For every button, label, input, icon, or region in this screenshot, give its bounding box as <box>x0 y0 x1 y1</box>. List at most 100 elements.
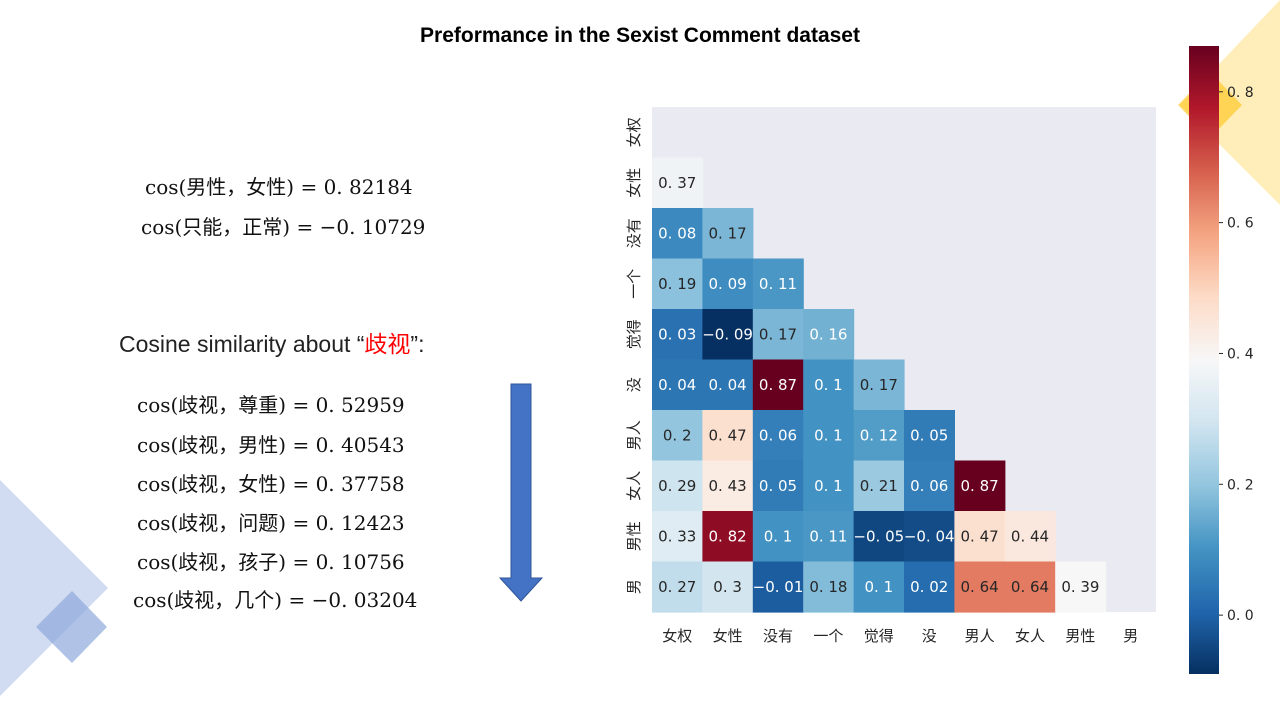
heatmap-cell-label: 0. 17 <box>759 325 797 343</box>
heatmap-cell-label: 0. 43 <box>709 477 747 495</box>
heatmap-cell-label: 0. 04 <box>658 376 696 394</box>
heatmap-cell-label: 0. 47 <box>709 426 747 444</box>
heatmap-cell-label: 0. 11 <box>809 527 847 545</box>
heatmap-cell-label: 0. 21 <box>860 477 898 495</box>
heatmap-cell-label: 0. 1 <box>814 376 843 394</box>
heatmap-cell-label: 0. 1 <box>814 426 843 444</box>
heatmap-cell-r4-c2 <box>752 309 804 361</box>
heatmap-cell-label: 0. 12 <box>860 426 898 444</box>
heatmap-cell-r5-c3 <box>803 359 855 411</box>
heatmap-cell-r7-c4 <box>853 460 905 512</box>
similarity-item: cos(歧视，女性) = 0. 37758 <box>137 472 405 496</box>
x-tick-label: 男 <box>1123 627 1138 645</box>
similarity-item: cos(歧视，问题) = 0. 12423 <box>137 511 405 535</box>
heatmap-cell-label: 0. 17 <box>709 224 747 242</box>
heatmap-cell-r9-c1 <box>702 561 754 613</box>
heatmap-cell-r8-c0 <box>652 511 703 563</box>
similarity-item: cos(歧视，尊重) = 0. 52959 <box>137 393 405 417</box>
heatmap-cell-r6-c3 <box>803 410 855 462</box>
heatmap-cell-r2-c1 <box>702 208 754 260</box>
heatmap-cell-r7-c3 <box>803 460 855 512</box>
similarity-item: cos(歧视，几个) = −0. 03204 <box>133 588 418 612</box>
heading-suffix: ”: <box>410 331 425 357</box>
heatmap-cell-label: 0. 37 <box>658 174 696 192</box>
heatmap-cell-label: 0. 16 <box>809 325 847 343</box>
heatmap-cell-r8-c2 <box>752 511 804 563</box>
heatmap-cell-r9-c5 <box>904 561 955 613</box>
heatmap-cell-label: 0. 09 <box>709 275 747 293</box>
heading-prefix: Cosine similarity about “ <box>119 331 365 357</box>
y-tick-label: 女人 <box>625 471 643 501</box>
heatmap-cell-label: 0. 19 <box>658 275 696 293</box>
similarity-item: cos(歧视，男性) = 0. 40543 <box>137 433 405 457</box>
heatmap-cell-label: 0. 1 <box>764 527 793 545</box>
heatmap-cell-r9-c2 <box>752 561 804 613</box>
x-tick-label: 男人 <box>965 627 995 645</box>
formula-top-1: cos(男性，女性) = 0. 82184 <box>145 175 413 199</box>
heatmap-cell-label: 0. 3 <box>713 578 742 596</box>
heatmap-cell-label: 0. 1 <box>864 578 893 596</box>
heatmap-chart: 0. 37 0. 08 0. 17 0. 19 0. 09 0. 11 0. 03 −0. 0… <box>625 46 1254 674</box>
y-tick-label: 没 <box>625 377 643 392</box>
heatmap-cell-label: 0. 04 <box>709 376 747 394</box>
heatmap-cell-label: 0. 06 <box>759 426 797 444</box>
heatmap-cell-r6-c5 <box>904 410 955 462</box>
heatmap-cell-r5-c1 <box>702 359 754 411</box>
heatmap-cell-r6-c4 <box>853 410 905 462</box>
colorbar <box>1189 46 1219 674</box>
heatmap-cell-label: 0. 02 <box>910 578 948 596</box>
heading-keyword: 歧视 <box>364 331 411 357</box>
down-arrow-icon <box>498 383 544 602</box>
heatmap-cell-r3-c0 <box>652 258 703 310</box>
y-tick-label: 一个 <box>625 269 643 299</box>
heatmap-cell-label: −0. 01 <box>753 578 804 596</box>
heatmap-cell-r6-c0 <box>652 410 703 462</box>
heatmap-cell-r4-c1 <box>702 309 754 361</box>
x-tick-label: 没 <box>922 627 937 645</box>
heatmap-cell-r5-c0 <box>652 359 703 411</box>
heatmap-cell-label: 0. 18 <box>809 578 847 596</box>
heatmap-cell-label: 0. 11 <box>759 275 797 293</box>
heatmap-cell-r5-c2 <box>752 359 804 411</box>
heatmap-cell-label: −0. 04 <box>904 527 955 545</box>
heatmap-cell-label: 0. 44 <box>1011 527 1049 545</box>
heatmap-cell-label: 0. 1 <box>814 477 843 495</box>
heatmap-cell-label: 0. 87 <box>759 376 797 394</box>
x-tick-label: 一个 <box>813 627 843 645</box>
y-tick-label: 觉得 <box>625 319 643 349</box>
heatmap-cell-label: 0. 33 <box>658 527 696 545</box>
colorbar-tick-label: 0. 0 <box>1227 608 1254 624</box>
heatmap-cell-r9-c7 <box>1004 561 1056 613</box>
heatmap-cell-label: 0. 87 <box>961 477 999 495</box>
heatmap-cell-r9-c0 <box>652 561 703 613</box>
decor-blue-triangle <box>0 480 108 696</box>
heatmap-cell-r3-c2 <box>752 258 804 310</box>
heatmap-cell-label: −0. 05 <box>853 527 904 545</box>
heatmap-cell-label: 0. 06 <box>910 477 948 495</box>
colorbar-tick-label: 0. 6 <box>1227 216 1254 232</box>
y-tick-label: 男 <box>625 579 643 594</box>
heatmap-cell-label: 0. 82 <box>709 527 747 545</box>
y-tick-label: 没有 <box>625 218 643 248</box>
heatmap-cell-r8-c1 <box>702 511 754 563</box>
y-tick-label: 男人 <box>625 420 643 450</box>
heatmap-cell-r2-c0 <box>652 208 703 260</box>
similarity-item: cos(歧视，孩子) = 0. 10756 <box>137 550 405 574</box>
heatmap-cell-label: 0. 39 <box>1061 578 1099 596</box>
heatmap-cell-r7-c0 <box>652 460 703 512</box>
heatmap-cell-r7-c2 <box>752 460 804 512</box>
heatmap-cell-label: −0. 09 <box>702 325 753 343</box>
heatmap-cell-label: 0. 05 <box>759 477 797 495</box>
heatmap-cell-r6-c2 <box>752 410 804 462</box>
heatmap-cell-label: 0. 08 <box>658 224 696 242</box>
heatmap-cell-r4-c3 <box>803 309 855 361</box>
heatmap-cell-r5-c4 <box>853 359 905 411</box>
heatmap-cell-r7-c6 <box>954 460 1006 512</box>
heatmap-cell-r6-c1 <box>702 410 754 462</box>
x-tick-label: 女性 <box>713 627 743 645</box>
heatmap-cell-label: 0. 05 <box>910 426 948 444</box>
cosine-similarity-heading: Cosine similarity about “歧视”: <box>119 325 424 359</box>
x-tick-label: 男性 <box>1065 627 1095 645</box>
heatmap-cell-r9-c4 <box>853 561 905 613</box>
heatmap-cell-r9-c6 <box>954 561 1006 613</box>
